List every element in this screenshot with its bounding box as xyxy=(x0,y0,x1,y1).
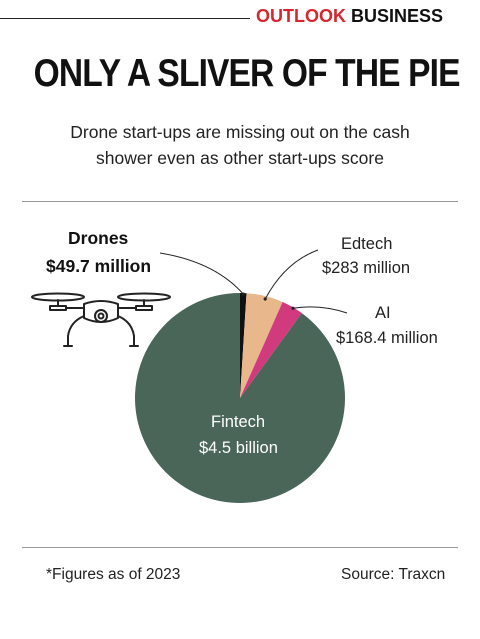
label-edtech-name: Edtech xyxy=(341,235,393,253)
leader-end-edtech xyxy=(263,297,267,301)
leader-lines xyxy=(159,249,348,314)
pie-slice-edtech xyxy=(240,293,283,398)
leader-line-edtech xyxy=(264,249,319,300)
chart-subtitle: Drone start-ups are missing out on the c… xyxy=(40,119,440,171)
label-fintech-name: Fintech xyxy=(211,413,266,431)
subtitle-line-1: Drone start-ups are missing out on the c… xyxy=(70,122,410,142)
label-drones-value: $49.7 million xyxy=(46,256,152,276)
brand-part-outlook: OUTLOOK xyxy=(256,6,346,26)
pie-slice-fintech xyxy=(135,293,346,503)
pie-slice-ai xyxy=(240,302,302,398)
leader-end-ai xyxy=(291,306,295,310)
source-credit: Source: Traxcn xyxy=(341,566,446,583)
pie-slices xyxy=(135,293,346,503)
leader-end-drones xyxy=(241,292,245,296)
label-ai-name: AI xyxy=(375,304,391,322)
bottom-divider xyxy=(22,547,458,548)
brand-logo: OUTLOOK BUSINESS xyxy=(256,6,443,27)
brand-part-business: BUSINESS xyxy=(351,6,444,26)
label-edtech-value: $283 million xyxy=(322,259,411,277)
label-fintech-value: $4.5 billion xyxy=(199,439,278,457)
leader-line-drones xyxy=(159,252,244,295)
pie-slice-drones xyxy=(240,293,247,398)
leader-line-ai xyxy=(292,306,348,314)
label-ai-value: $168.4 million xyxy=(336,329,438,347)
chart-title: ONLY A SLIVER OF THE PIE xyxy=(33,52,461,95)
label-drones-name: Drones xyxy=(68,228,129,248)
footnote: *Figures as of 2023 xyxy=(46,566,181,583)
header-rule xyxy=(0,18,250,19)
drone-icon xyxy=(31,292,171,347)
subtitle-line-2: shower even as other start-ups score xyxy=(96,148,384,168)
top-divider xyxy=(22,201,458,202)
